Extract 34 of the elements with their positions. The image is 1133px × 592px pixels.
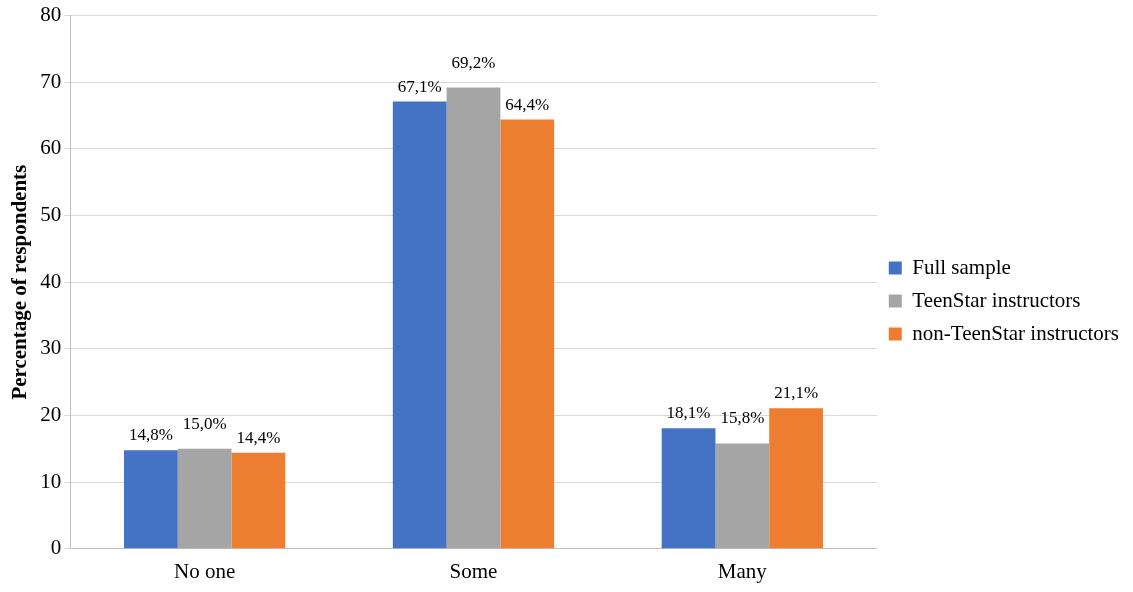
data-label: 21,1%: [774, 383, 819, 403]
y-tick-label: 20: [40, 402, 62, 427]
data-label: 64,4%: [505, 94, 550, 114]
y-tick-label: 0: [50, 535, 62, 560]
bar: [177, 448, 232, 549]
legend-label: TeenStar instructors: [912, 287, 1081, 312]
data-label: 15,8%: [720, 408, 765, 428]
data-label: 18,1%: [666, 403, 711, 423]
y-tick-label: 30: [40, 335, 62, 360]
legend-label: non-TeenStar instructors: [912, 320, 1120, 345]
y-tick-label: 10: [40, 468, 62, 493]
bar: [231, 452, 286, 549]
y-axis-title: Percentage of respondents: [7, 164, 32, 400]
legend-label: Full sample: [912, 254, 1011, 279]
bar: [500, 119, 555, 549]
bar: [446, 87, 501, 549]
y-tick-label: 80: [40, 2, 62, 27]
data-label: 67,1%: [397, 76, 442, 96]
bar: [123, 450, 178, 549]
y-tick-label: 60: [40, 135, 62, 160]
data-label: 14,8%: [128, 425, 173, 445]
bar: [769, 408, 823, 549]
y-tick-label: 70: [40, 68, 62, 93]
x-tick-label: Many: [717, 558, 768, 583]
data-label: 14,4%: [236, 427, 281, 447]
data-label: 15,0%: [182, 413, 227, 433]
y-tick-label: 50: [40, 202, 62, 227]
x-tick-label: No one: [174, 558, 236, 583]
data-label: 69,2%: [451, 52, 496, 72]
y-tick-label: 40: [40, 268, 62, 293]
bar: [715, 443, 770, 549]
bar: [392, 101, 447, 549]
bar: [661, 428, 716, 549]
x-tick-label: Some: [449, 558, 498, 583]
